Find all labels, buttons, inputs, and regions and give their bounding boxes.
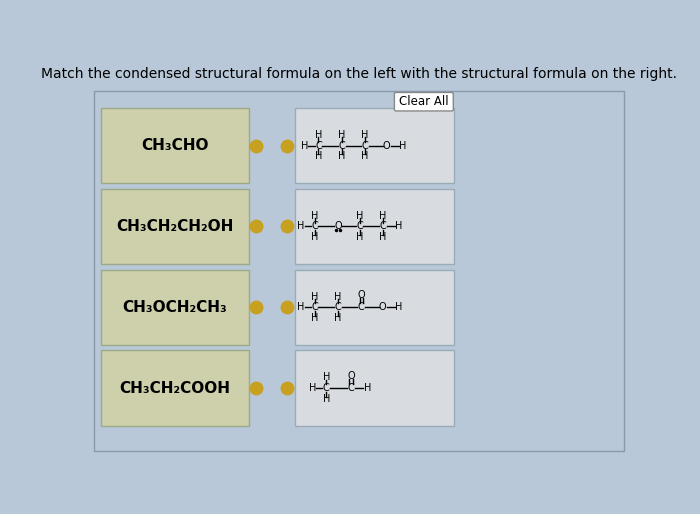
Text: C: C	[315, 141, 322, 151]
FancyBboxPatch shape	[102, 351, 248, 426]
Text: O: O	[347, 371, 355, 381]
Text: H: H	[309, 383, 316, 393]
Text: O: O	[357, 290, 365, 300]
Text: C: C	[379, 222, 386, 231]
Text: H: H	[361, 130, 369, 140]
FancyBboxPatch shape	[102, 189, 248, 264]
Text: Match the condensed structural formula on the left with the structural formula o: Match the condensed structural formula o…	[41, 67, 677, 81]
Text: H: H	[379, 232, 386, 242]
Text: CH₃CHO: CH₃CHO	[141, 138, 209, 153]
Text: H: H	[334, 291, 342, 302]
Text: Clear All: Clear All	[399, 95, 449, 108]
FancyBboxPatch shape	[102, 108, 248, 183]
Text: O: O	[334, 222, 342, 231]
Text: CH₃CH₂CH₂OH: CH₃CH₂CH₂OH	[116, 219, 234, 234]
Text: O: O	[379, 302, 386, 313]
Text: H: H	[297, 222, 304, 231]
Text: C: C	[356, 222, 363, 231]
Text: H: H	[301, 141, 308, 151]
Text: H: H	[315, 152, 322, 161]
Text: CH₃OCH₂CH₃: CH₃OCH₂CH₃	[122, 300, 228, 315]
Text: H: H	[315, 130, 322, 140]
FancyBboxPatch shape	[295, 108, 454, 183]
Text: H: H	[311, 211, 318, 221]
Text: C: C	[338, 141, 345, 151]
Text: H: H	[338, 152, 345, 161]
Text: H: H	[311, 232, 318, 242]
Text: H: H	[311, 291, 318, 302]
Text: H: H	[356, 211, 363, 221]
Text: C: C	[312, 302, 318, 313]
Text: C: C	[312, 222, 318, 231]
Text: H: H	[323, 372, 330, 382]
Text: H: H	[399, 141, 407, 151]
Text: CH₃CH₂COOH: CH₃CH₂COOH	[120, 381, 230, 396]
Text: H: H	[361, 152, 369, 161]
Text: H: H	[334, 313, 342, 323]
FancyBboxPatch shape	[295, 269, 454, 345]
FancyBboxPatch shape	[94, 91, 624, 451]
Text: H: H	[363, 383, 371, 393]
Text: H: H	[323, 394, 330, 404]
Text: H: H	[338, 130, 345, 140]
Text: H: H	[297, 302, 304, 313]
FancyBboxPatch shape	[295, 189, 454, 264]
Text: C: C	[348, 383, 354, 393]
Text: H: H	[395, 222, 402, 231]
FancyBboxPatch shape	[102, 269, 248, 345]
Text: C: C	[323, 383, 330, 393]
FancyBboxPatch shape	[295, 351, 454, 426]
Text: C: C	[358, 302, 365, 313]
FancyBboxPatch shape	[394, 93, 454, 111]
Text: H: H	[395, 302, 402, 313]
Text: H: H	[311, 313, 318, 323]
Text: C: C	[335, 302, 341, 313]
Text: H: H	[356, 232, 363, 242]
Text: C: C	[362, 141, 368, 151]
Text: O: O	[383, 141, 391, 151]
Text: H: H	[379, 211, 386, 221]
